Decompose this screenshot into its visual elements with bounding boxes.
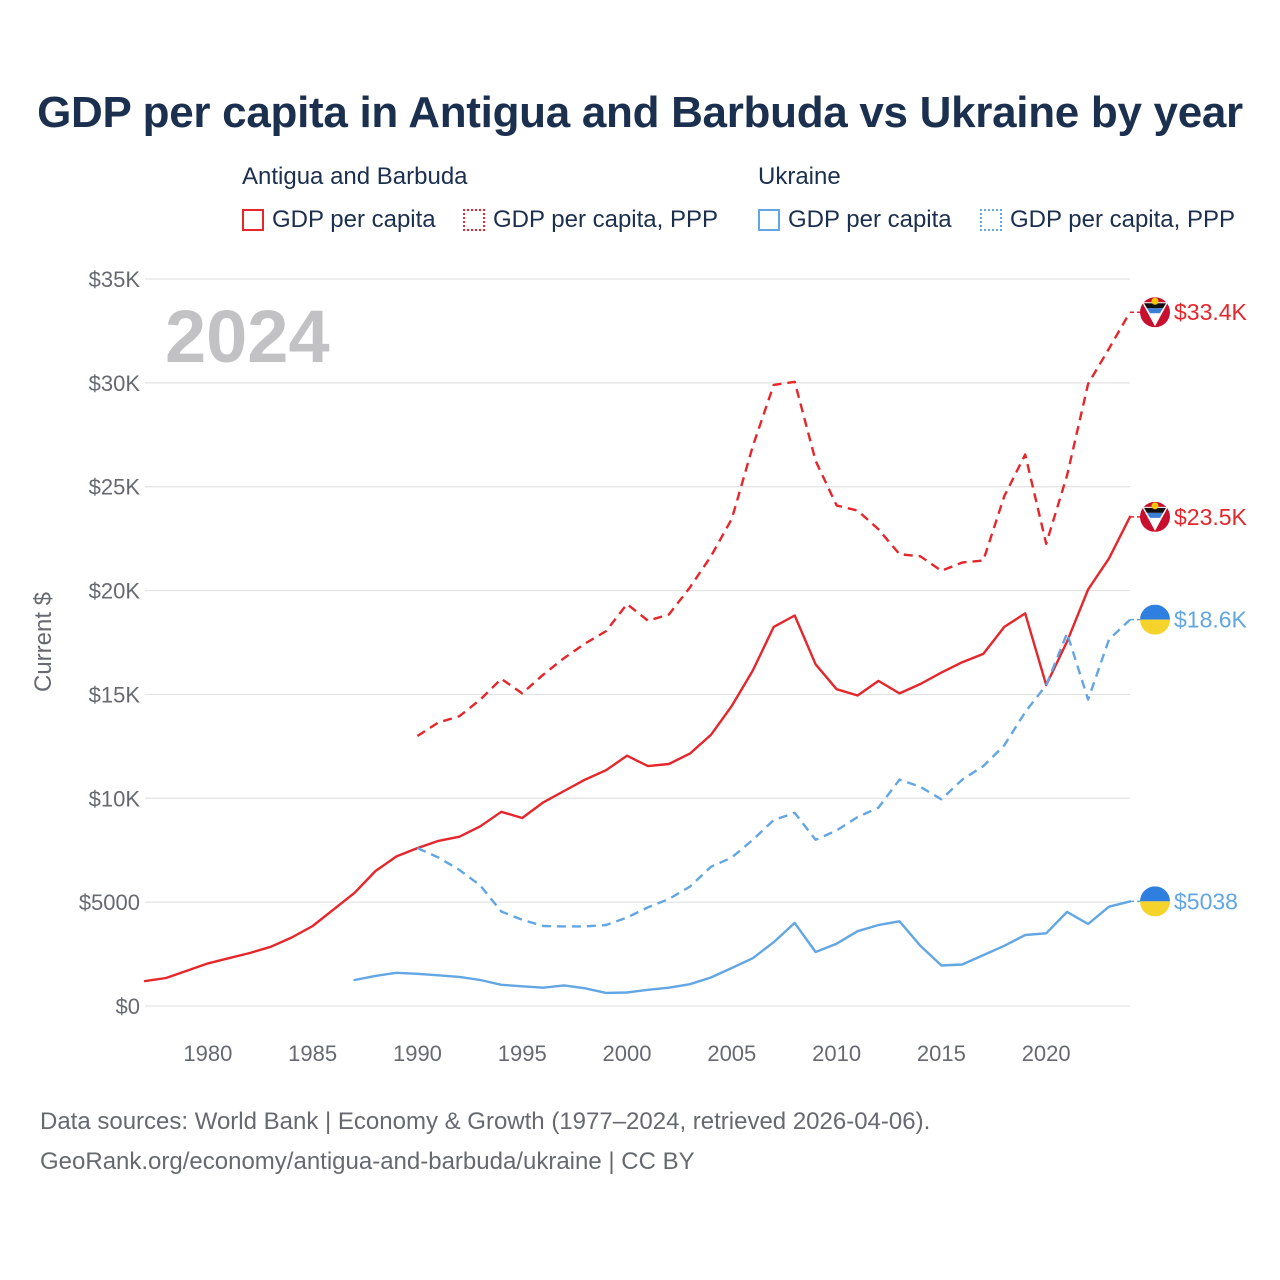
end-marker-layer: $23.5K $33.4K $5038 $18.6K xyxy=(1130,297,1248,917)
y-tick-label: $15K xyxy=(89,682,141,707)
legend-label: GDP per capita xyxy=(788,206,952,233)
series-line-ukraine-gdp[interactable] xyxy=(353,900,1132,995)
end-value-label: $23.5K xyxy=(1174,504,1248,530)
series-line-ukraine-ppp[interactable] xyxy=(416,618,1131,928)
legend-label: GDP per capita, PPP xyxy=(1010,206,1235,233)
y-tick-label: $25K xyxy=(89,475,141,500)
y-tick-label: $10K xyxy=(89,786,141,811)
legend-swatch-solid-blue xyxy=(758,209,780,231)
x-tick-label: 1995 xyxy=(498,1041,547,1066)
chart-title: GDP per capita in Antigua and Barbuda vs… xyxy=(37,88,1243,137)
y-tick-label: $30K xyxy=(89,371,141,396)
legend-group-antigua: Antigua and Barbuda xyxy=(242,163,468,190)
ukraine-flag-icon xyxy=(1140,886,1170,917)
end-value-label: $18.6K xyxy=(1174,607,1248,633)
legend-group-ukraine: Ukraine xyxy=(758,163,841,190)
end-value-label: $5038 xyxy=(1174,888,1238,914)
y-tick-label: $35K xyxy=(89,267,141,292)
footer-link[interactable]: GeoRank.org/economy/antigua-and-barbuda/… xyxy=(40,1148,695,1175)
x-tick-label: 2015 xyxy=(917,1041,966,1066)
footer-sources: Data sources: World Bank | Economy & Gro… xyxy=(40,1108,931,1135)
series-layer xyxy=(143,311,1132,995)
series-line-antigua-and-barbuda-ppp[interactable] xyxy=(416,311,1132,738)
x-tick-label: 2005 xyxy=(707,1041,756,1066)
legend-swatch-dotted-red xyxy=(463,209,485,231)
year-watermark: 2024 xyxy=(165,295,330,378)
y-tick-label: $5000 xyxy=(79,890,140,915)
ukraine-flag-icon xyxy=(1140,604,1170,635)
y-tick-label: $20K xyxy=(89,579,141,604)
legend-item-ukraine-ppp[interactable]: GDP per capita, PPP xyxy=(980,204,1235,236)
legend-item-ukraine-gdp[interactable]: GDP per capita xyxy=(758,204,952,236)
end-value-label: $33.4K xyxy=(1174,299,1248,325)
x-tick-label: 2000 xyxy=(603,1041,652,1066)
antigua-flag-icon xyxy=(1140,297,1170,328)
x-tick-label: 2020 xyxy=(1022,1041,1071,1066)
y-tick-label: $0 xyxy=(116,994,140,1019)
x-tick-label: 2010 xyxy=(812,1041,861,1066)
legend-swatch-solid-red xyxy=(242,209,264,231)
antigua-flag-icon xyxy=(1140,501,1170,532)
axis-layer: $0 $5000 $10K $15K $20K $25K $30K $35K 1980 1985 1… xyxy=(79,267,1071,1066)
legend-label: GDP per capita xyxy=(272,206,436,233)
legend-label: GDP per capita, PPP xyxy=(493,206,718,233)
legend-swatch-dotted-blue xyxy=(980,209,1002,231)
x-tick-label: 1990 xyxy=(393,1041,442,1066)
legend-item-antigua-ppp[interactable]: GDP per capita, PPP xyxy=(463,204,718,236)
y-axis-title: Current $ xyxy=(30,592,57,692)
series-line-antigua-and-barbuda-gdp[interactable] xyxy=(143,515,1132,983)
x-tick-label: 1985 xyxy=(288,1041,337,1066)
legend-item-antigua-gdp[interactable]: GDP per capita xyxy=(242,204,436,236)
grid-layer xyxy=(145,278,1130,1007)
x-tick-label: 1980 xyxy=(183,1041,232,1066)
